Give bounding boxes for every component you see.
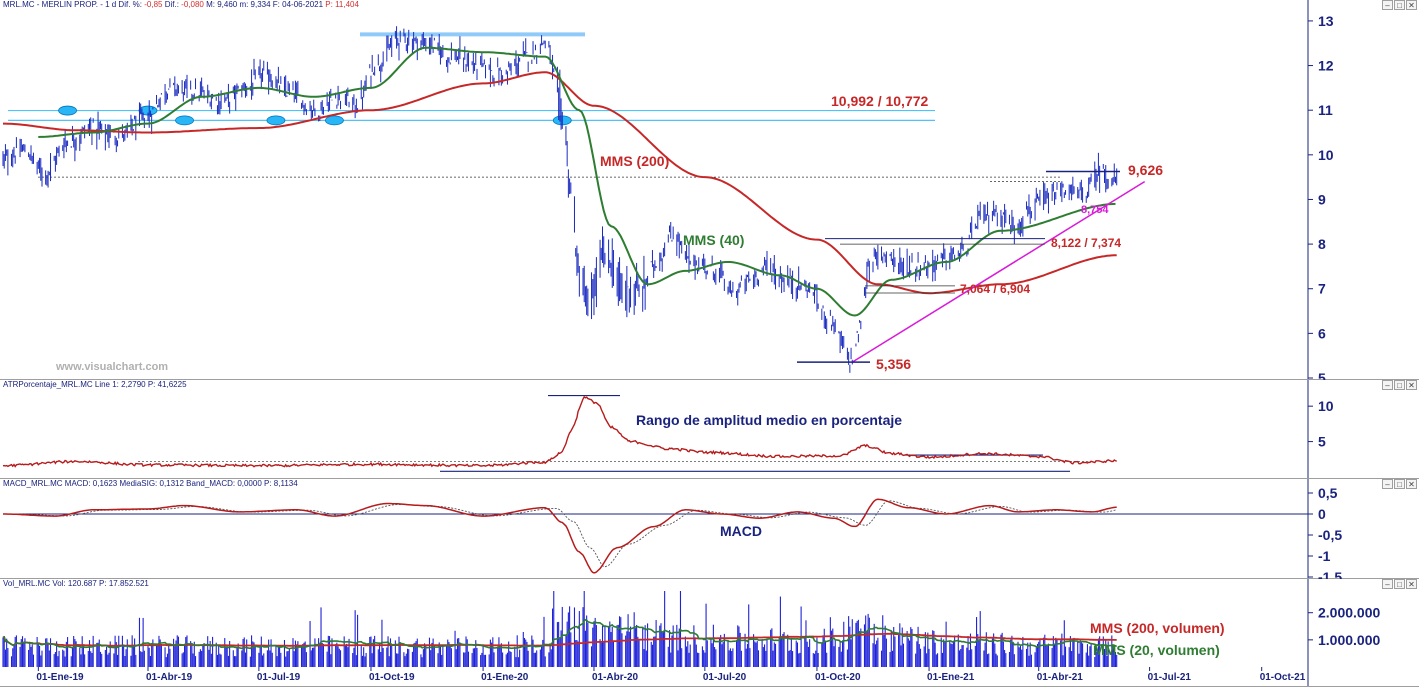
macd-ytick-2-label: -0,5	[1318, 527, 1342, 543]
x-tick-label-0: 01-Ene-19	[36, 672, 84, 683]
close-button[interactable]: ✕	[1406, 479, 1417, 489]
x-tick-label-8: 01-Ene-21	[927, 672, 975, 683]
volume-window-buttons: – □ ✕	[1381, 579, 1417, 590]
annotation-1: MMS (200)	[600, 153, 669, 169]
price-window-buttons: – □ ✕	[1381, 0, 1417, 11]
annotation-2: 9,626	[1128, 162, 1163, 178]
atr-panel-header: ATRPorcentaje_MRL.MC Line 1: 2,2790 P: 4…	[3, 380, 187, 389]
minimize-button[interactable]: –	[1382, 479, 1393, 489]
annotation-6: 7,064 / 6,904	[960, 282, 1030, 296]
support-touch-marker	[325, 115, 344, 126]
macd-ytick-1-label: 0	[1318, 506, 1326, 522]
close-button[interactable]: ✕	[1406, 579, 1417, 589]
macd-signal-line	[3, 500, 1117, 568]
price-ytick-10-label: 10	[1318, 147, 1334, 163]
close-button[interactable]: ✕	[1406, 380, 1417, 390]
atr-ytick-5-label: 5	[1318, 434, 1326, 450]
annotation-7: 5,356	[876, 356, 911, 372]
header-periods: P: 11,404	[325, 0, 359, 9]
vol-ytick-0-label: 1.000.000	[1318, 632, 1380, 648]
macd-ytick-0-label: 0,5	[1318, 485, 1338, 501]
minimize-button[interactable]: –	[1382, 0, 1393, 10]
x-tick-label-6: 01-Jul-20	[703, 672, 747, 683]
volume-chart[interactable]: 1.000.000 2.000.000 MMS (200, volumen) MMS …	[0, 579, 1419, 687]
price-panel-header: MRL.MC - MERLIN PROP. - 1 d Dif. %: -0,8…	[0, 0, 1311, 10]
price-ytick-7-label: 7	[1318, 281, 1326, 297]
x-tick-label-2: 01-Jul-19	[257, 672, 301, 683]
support-touch-marker	[266, 115, 286, 126]
atr-chart[interactable]: 5 10 Rango de amplitud medio en porcentaje	[0, 380, 1419, 479]
header-text-c: M: 9,460 m: 9,334 F: 04-06-2021	[206, 0, 324, 9]
annotation-3: 8,754	[1081, 204, 1109, 216]
atr-title: Rango de amplitud medio en porcentaje	[636, 412, 902, 428]
price-ytick-9-label: 9	[1318, 191, 1326, 207]
price-ytick-11-label: 11	[1318, 102, 1333, 118]
macd-title: MACD	[720, 523, 762, 539]
atr-window-buttons: – □ ✕	[1381, 380, 1417, 391]
header-text-b: Dif.:	[164, 0, 179, 9]
support-touch-marker	[175, 115, 194, 126]
price-chart[interactable]: 5 6 7 8 9 10 11 12 13 10,992 / 10,772 MMS (200) 9,6…	[0, 0, 1419, 386]
close-button[interactable]: ✕	[1406, 0, 1417, 10]
macd-window-buttons: – □ ✕	[1381, 479, 1417, 490]
vol-annotation-1: MMS (20, volumen)	[1093, 642, 1220, 658]
watermark: www.visualchart.com	[56, 361, 169, 373]
x-tick-label-1: 01-Abr-19	[146, 672, 193, 683]
header-dif: -0,080	[181, 0, 204, 9]
price-ytick-12-label: 12	[1318, 58, 1334, 74]
atr-ytick-10-label: 10	[1318, 398, 1334, 414]
mms40-line	[38, 46, 1116, 317]
atr-panel: ATRPorcentaje_MRL.MC Line 1: 2,2790 P: 4…	[0, 380, 1419, 479]
x-tick-label-4: 01-Ene-20	[481, 672, 529, 683]
support-touch-marker	[58, 105, 77, 116]
macd-panel-header: MACD_MRL.MC MACD: 0,1623 MediaSIG: 0,131…	[3, 479, 298, 488]
price-ytick-13-label: 13	[1318, 13, 1334, 29]
x-tick-label-7: 01-Oct-20	[815, 672, 861, 683]
price-ytick-6-label: 6	[1318, 325, 1326, 341]
macd-panel: MACD_MRL.MC MACD: 0,1623 MediaSIG: 0,131…	[0, 479, 1419, 585]
atr-line	[2, 395, 1117, 468]
header-dif-pct: -0,85	[144, 0, 163, 9]
annotation-5: 8,122 / 7,374	[1051, 236, 1121, 250]
volume-panel-header: Vol_MRL.MC Vol: 120.687 P: 17.852.521	[3, 579, 149, 588]
volume-bars	[2, 591, 1118, 667]
annotation-4: MMS (40)	[683, 232, 744, 248]
price-ytick-5-label: 5	[1318, 370, 1326, 386]
vol-annotation-0: MMS (200, volumen)	[1090, 620, 1225, 636]
vol-mms20-line	[2, 618, 1118, 650]
vol-ytick-1-label: 2.000.000	[1318, 605, 1380, 621]
price-panel: MRL.MC - MERLIN PROP. - 1 d Dif. %: -0,8…	[0, 0, 1419, 386]
volume-panel: Vol_MRL.MC Vol: 120.687 P: 17.852.521 – …	[0, 579, 1419, 687]
vol-mms200-line	[2, 632, 1117, 647]
maximize-button[interactable]: □	[1394, 0, 1405, 10]
maximize-button[interactable]: □	[1394, 579, 1405, 589]
price-bars	[2, 26, 1118, 373]
x-tick-label-11: 01-Oct-21	[1260, 672, 1306, 683]
annotation-0: 10,992 / 10,772	[831, 93, 929, 109]
x-tick-label-10: 01-Jul-21	[1148, 672, 1192, 683]
header-text-a: MRL.MC - MERLIN PROP. - 1 d Dif. %:	[3, 0, 142, 9]
x-tick-label-9: 01-Abr-21	[1037, 672, 1084, 683]
maximize-button[interactable]: □	[1394, 380, 1405, 390]
price-ytick-8-label: 8	[1318, 236, 1326, 252]
minimize-button[interactable]: –	[1382, 380, 1393, 390]
minimize-button[interactable]: –	[1382, 579, 1393, 589]
trendline	[851, 180, 1146, 363]
x-tick-label-5: 01-Abr-20	[592, 672, 639, 683]
x-tick-label-3: 01-Oct-19	[369, 672, 415, 683]
maximize-button[interactable]: □	[1394, 479, 1405, 489]
macd-line	[3, 498, 1117, 574]
macd-ytick-3-label: -1	[1318, 548, 1331, 564]
